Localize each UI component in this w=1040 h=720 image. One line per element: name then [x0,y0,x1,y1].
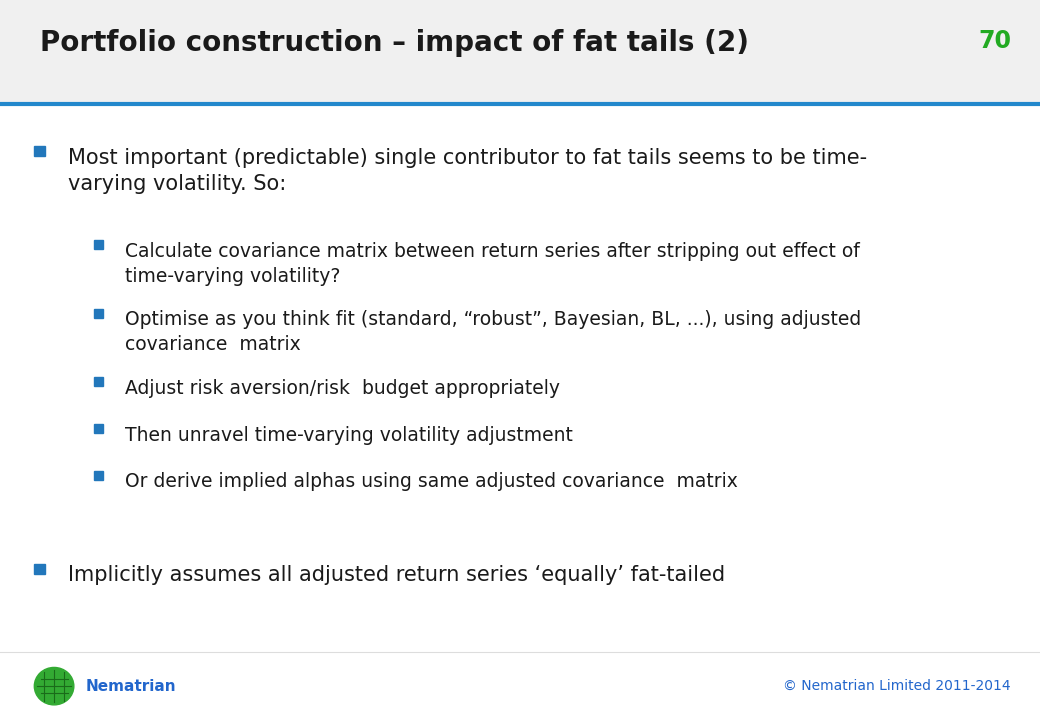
Bar [94,240,103,249]
Bar [94,309,103,318]
Bar [94,471,103,480]
Bar [94,424,103,433]
Ellipse shape [34,667,74,705]
Text: Implicitly assumes all adjusted return series ‘equally’ fat-tailed: Implicitly assumes all adjusted return s… [68,565,725,585]
Bar [34,146,46,156]
Text: 70: 70 [978,29,1011,53]
Text: Nematrian: Nematrian [85,679,176,693]
Bar [0,0,1040,104]
Text: Calculate covariance matrix between return series after stripping out effect of
: Calculate covariance matrix between retu… [125,242,859,286]
Text: © Nematrian Limited 2011-2014: © Nematrian Limited 2011-2014 [783,679,1011,693]
Bar [94,377,103,386]
Text: Adjust risk aversion/risk  budget appropriately: Adjust risk aversion/risk budget appropr… [125,379,560,397]
Bar [34,564,46,574]
Text: Most important (predictable) single contributor to fat tails seems to be time-
v: Most important (predictable) single cont… [68,148,866,194]
Text: Portfolio construction – impact of fat tails (2): Portfolio construction – impact of fat t… [40,29,749,57]
Text: Or derive implied alphas using same adjusted covariance  matrix: Or derive implied alphas using same adju… [125,472,737,491]
Text: Then unravel time-varying volatility adjustment: Then unravel time-varying volatility adj… [125,426,573,444]
Text: Optimise as you think fit (standard, “robust”, Bayesian, BL, ...), using adjuste: Optimise as you think fit (standard, “ro… [125,310,861,354]
